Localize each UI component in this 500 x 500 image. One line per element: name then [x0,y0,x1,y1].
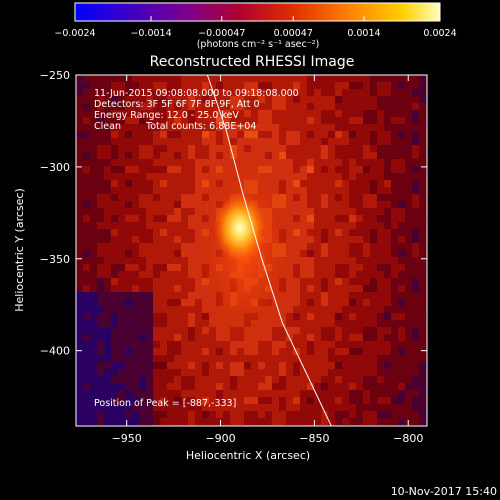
colorbar-tick-label: −0.00047 [198,28,245,39]
y-tick-label: −250 [40,69,70,82]
y-tick-label: −400 [40,345,70,358]
x-tick-label: −900 [205,432,235,445]
colorbar-units: (photons cm⁻² s⁻¹ asec⁻²) [197,39,320,50]
peak-source [214,194,266,262]
colorbar-ticks [74,16,441,21]
x-axis-ticks: −950 −900 −850 −800 [112,75,423,445]
y-tick-label: −350 [40,253,70,266]
colorbar [74,2,441,22]
colorbar-tick-label: −0.0014 [130,28,171,39]
x-axis-label: Heliocentric X (arcsec) [186,449,310,462]
heatmap-image [76,75,427,426]
y-axis-ticks: −250 −300 −350 −400 [40,69,427,358]
y-axis-label: Heliocentric Y (arcsec) [13,188,26,312]
x-tick-label: −800 [393,432,423,445]
plot-frame [75,74,428,427]
annotation-time: 11-Jun-2015 09:08:08.000 to 09:18:08.000 [94,88,299,99]
annotation-energy: Energy Range: 12.0 - 25.0 keV [94,110,239,121]
colorbar-tick-label: −0.0024 [54,28,95,39]
annotation-counts: Total counts: 6.88E+04 [145,121,256,132]
chart-title: Reconstructed RHESSI Image [150,54,355,70]
colorbar-tick-label: 0.00047 [274,28,313,39]
x-tick-label: −950 [112,432,142,445]
solar-limb-line [206,75,332,426]
y-tick-label: −300 [40,161,70,174]
colorbar-tick-labels: −0.0024 −0.0014 −0.00047 0.00047 0.0014 0.002… [54,28,456,39]
annotation-peak: Position of Peak = [-887,-333] [94,398,236,409]
annotation-detectors: Detectors: 3F 5F 6F 7F 8F 9F, Att 0 [94,99,260,110]
x-tick-label: −850 [299,432,329,445]
colorbar-tick-label: 0.0024 [423,28,456,39]
colorbar-tick-label: 0.0014 [347,28,380,39]
annotation-method: Clean [94,121,121,132]
footer-date: 10-Nov-2017 15:40 [391,485,497,498]
